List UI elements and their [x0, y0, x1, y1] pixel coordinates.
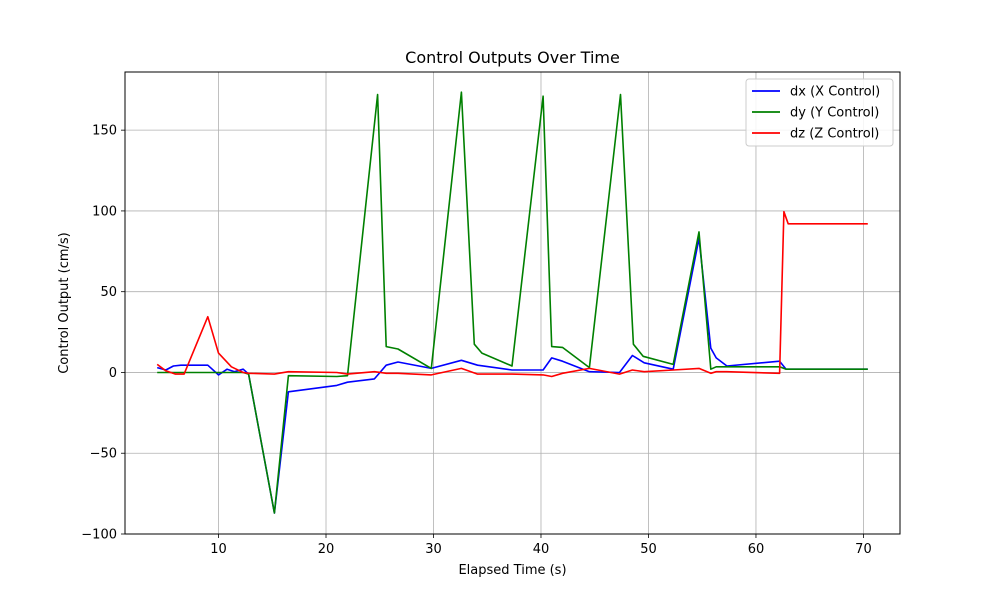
legend-label: dz (Z Control) — [790, 127, 879, 142]
y-tick-label: −100 — [81, 528, 117, 543]
x-axis-label: Elapsed Time (s) — [458, 563, 566, 578]
series-line-dx — [156, 237, 868, 514]
series-line-dy — [157, 91, 868, 514]
x-tick-label: 20 — [318, 542, 335, 557]
plot-frame — [124, 71, 901, 535]
y-tick-label: 50 — [100, 285, 117, 300]
x-axis-ticks: 10 20 30 40 50 60 70 — [210, 534, 872, 557]
y-tick-label: 100 — [92, 204, 117, 219]
y-tick-label: 0 — [109, 366, 117, 381]
legend-label: dx (X Control) — [790, 85, 880, 100]
series-layer — [156, 91, 868, 514]
chart-title: Control Outputs Over Time — [405, 48, 620, 67]
legend: dx (X Control) dy (Y Control) dz (Z Contro… — [745, 78, 894, 147]
series-line-dz — [156, 210, 868, 378]
x-tick-label: 60 — [748, 542, 765, 557]
x-tick-label: 50 — [640, 542, 657, 557]
y-axis-ticks: −100 −50 0 50 100 150 — [81, 124, 125, 543]
x-tick-label: 10 — [210, 542, 227, 557]
y-tick-label: 150 — [92, 124, 117, 139]
x-tick-label: 40 — [533, 542, 550, 557]
y-tick-label: −50 — [90, 447, 117, 462]
legend-box — [745, 78, 894, 147]
legend-label: dy (Y Control) — [790, 106, 879, 121]
y-axis-label: Control Output (cm/s) — [57, 232, 72, 374]
x-tick-label: 70 — [855, 542, 872, 557]
x-tick-label: 30 — [425, 542, 442, 557]
